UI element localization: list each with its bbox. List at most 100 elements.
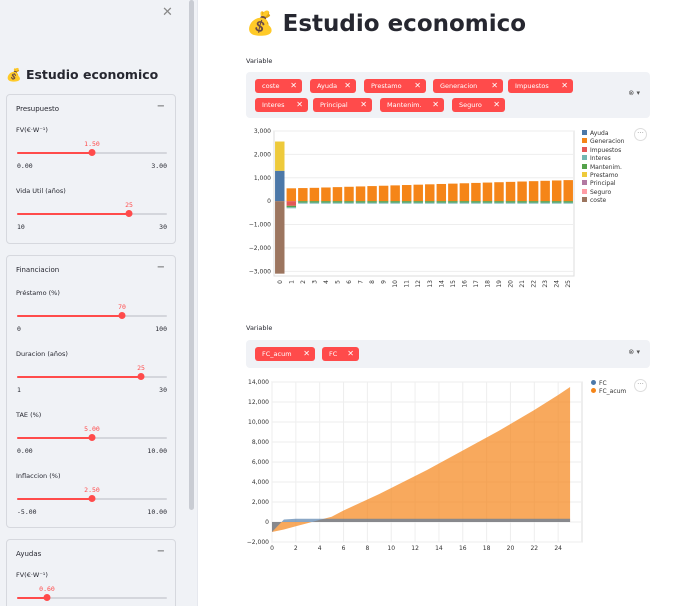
slider-thumb[interactable] bbox=[88, 495, 96, 502]
x-tick-label: 0 bbox=[277, 280, 284, 284]
slider-fv[interactable]: FV(€·W⁻¹) 1.50 0.00 3.00 bbox=[7, 126, 177, 178]
tag-fc-acum[interactable]: FC_acum ✕ bbox=[255, 347, 315, 361]
bar-mantenim bbox=[332, 201, 343, 203]
legend-item[interactable]: FC_acum bbox=[591, 388, 626, 396]
y-tick-label: 14,000 bbox=[248, 379, 269, 386]
bar-interes bbox=[401, 202, 412, 204]
clear-all-icon[interactable]: ⊗ bbox=[628, 89, 635, 97]
bar-generacion bbox=[378, 185, 389, 202]
legend-swatch bbox=[582, 197, 587, 203]
chart1-legend: Ayuda Generacion Impuestos Interes Mantenim.… bbox=[582, 130, 624, 206]
tag-generacion[interactable]: Generacion ✕ bbox=[433, 79, 503, 93]
slider-tae[interactable]: TAE (%) 5.00 0.00 10.00 bbox=[7, 411, 177, 463]
slider-track[interactable] bbox=[17, 495, 167, 502]
variable-multiselect-2[interactable]: FC_acum ✕ FC ✕ ⊗ ▾ bbox=[246, 340, 650, 368]
slider-label: FV(€·W⁻¹) bbox=[16, 126, 48, 134]
bar-generacion bbox=[551, 180, 562, 202]
bar-interes bbox=[482, 202, 493, 204]
remove-icon[interactable]: ✕ bbox=[296, 100, 303, 109]
more-options-icon[interactable]: ··· bbox=[634, 379, 647, 392]
x-tick-label: 5 bbox=[334, 280, 341, 284]
bar-generacion bbox=[448, 183, 458, 202]
multiselect-controls[interactable]: ⊗ ▾ bbox=[628, 348, 640, 356]
slider-inflaccion[interactable]: Inflaccion (%) 2.50 -5.00 10.00 bbox=[7, 472, 177, 524]
legend-item[interactable]: Interes bbox=[582, 155, 624, 163]
remove-icon[interactable]: ✕ bbox=[347, 349, 354, 358]
y-tick-label: −1,000 bbox=[249, 222, 271, 229]
slider-track[interactable] bbox=[17, 434, 167, 441]
legend-label: Impuestos bbox=[590, 146, 622, 154]
bar-impuestos bbox=[286, 201, 297, 206]
legend-item[interactable]: Seguro bbox=[582, 188, 624, 197]
legend-item[interactable]: Impuestos bbox=[582, 146, 624, 155]
chevron-down-icon[interactable]: ▾ bbox=[636, 348, 640, 356]
slider-ayuda-fv[interactable]: FV(€·W⁻¹) 0.60 bbox=[7, 571, 177, 606]
slider-vida-util[interactable]: Vida Util (años) 25 10 30 bbox=[7, 187, 177, 239]
slider-thumb[interactable] bbox=[88, 149, 96, 156]
remove-icon[interactable]: ✕ bbox=[432, 100, 439, 109]
remove-icon[interactable]: ✕ bbox=[360, 100, 367, 109]
legend-item[interactable]: Principal bbox=[582, 180, 624, 188]
slider-track[interactable] bbox=[17, 210, 167, 217]
bar-interes bbox=[563, 202, 573, 204]
tag-coste[interactable]: coste ✕ bbox=[255, 79, 302, 93]
slider-track[interactable] bbox=[17, 149, 167, 156]
tag-prestamo[interactable]: Prestamo ✕ bbox=[364, 79, 426, 93]
remove-icon[interactable]: ✕ bbox=[344, 81, 351, 90]
legend-swatch bbox=[591, 380, 596, 385]
legend-swatch bbox=[591, 388, 596, 394]
remove-icon[interactable]: ✕ bbox=[303, 349, 310, 358]
variable-multiselect-1[interactable]: coste ✕ Ayuda ✕ Prestamo ✕ Generacion ✕ Impu… bbox=[246, 72, 650, 118]
slider-min: 0 bbox=[17, 325, 21, 333]
slider-thumb[interactable] bbox=[125, 210, 133, 217]
slider-thumb[interactable] bbox=[88, 434, 96, 441]
remove-icon[interactable]: ✕ bbox=[290, 81, 297, 90]
slider-prestamo[interactable]: Préstamo (%) 70 0 100 bbox=[7, 289, 177, 341]
tag-mantenim[interactable]: Mantenim. ✕ bbox=[380, 98, 444, 112]
slider-track[interactable] bbox=[17, 312, 167, 319]
legend-label: Principal bbox=[590, 180, 616, 188]
slider-value: 70 bbox=[118, 303, 126, 311]
slider-thumb[interactable] bbox=[118, 312, 126, 319]
tag-interes[interactable]: Interes ✕ bbox=[255, 98, 308, 112]
chevron-down-icon[interactable]: ▾ bbox=[636, 89, 640, 97]
y-tick-label: 3,000 bbox=[254, 128, 271, 135]
remove-icon[interactable]: ✕ bbox=[493, 100, 500, 109]
x-tick-label: 19 bbox=[496, 280, 503, 288]
panel-financiacion: Financiacion − Préstamo (%) 70 0 100 Dur… bbox=[6, 255, 176, 528]
bar-interes bbox=[540, 202, 550, 204]
legend-label: Ayuda bbox=[590, 130, 609, 137]
legend-swatch bbox=[582, 155, 587, 161]
collapse-icon[interactable]: − bbox=[156, 546, 165, 557]
remove-icon[interactable]: ✕ bbox=[561, 81, 568, 90]
remove-icon[interactable]: ✕ bbox=[491, 81, 498, 90]
tag-impuestos[interactable]: Impuestos ✕ bbox=[508, 79, 573, 93]
collapse-icon[interactable]: − bbox=[156, 262, 165, 273]
remove-icon[interactable]: ✕ bbox=[414, 81, 421, 90]
slider-thumb[interactable] bbox=[43, 594, 51, 601]
legend-item[interactable]: FC bbox=[591, 380, 626, 388]
x-tick-label: 6 bbox=[342, 545, 346, 552]
tag-ayuda[interactable]: Ayuda ✕ bbox=[310, 79, 356, 93]
slider-track[interactable] bbox=[17, 373, 167, 380]
collapse-icon[interactable]: − bbox=[156, 101, 165, 112]
tag-fc[interactable]: FC ✕ bbox=[322, 347, 359, 361]
legend-swatch bbox=[582, 146, 587, 152]
legend-item[interactable]: coste bbox=[582, 197, 624, 205]
legend-item[interactable]: Generacion bbox=[582, 138, 624, 146]
clear-all-icon[interactable]: ⊗ bbox=[628, 348, 635, 356]
tag-principal[interactable]: Principal ✕ bbox=[313, 98, 372, 112]
bar-mantenim bbox=[367, 201, 377, 203]
legend-item[interactable]: Mantenim. bbox=[582, 163, 624, 172]
slider-duracion[interactable]: Duracion (años) 25 1 30 bbox=[7, 350, 177, 402]
tag-seguro[interactable]: Seguro ✕ bbox=[452, 98, 505, 112]
bar-interes bbox=[378, 202, 389, 204]
close-icon[interactable]: ✕ bbox=[162, 5, 173, 20]
slider-track[interactable] bbox=[17, 594, 167, 601]
sidebar-scrollbar[interactable] bbox=[189, 0, 194, 510]
legend-item[interactable]: Ayuda bbox=[582, 130, 624, 138]
more-options-icon[interactable]: ··· bbox=[634, 128, 647, 141]
slider-thumb[interactable] bbox=[137, 373, 145, 380]
multiselect-controls[interactable]: ⊗ ▾ bbox=[628, 89, 640, 97]
legend-item[interactable]: Prestamo bbox=[582, 172, 624, 180]
